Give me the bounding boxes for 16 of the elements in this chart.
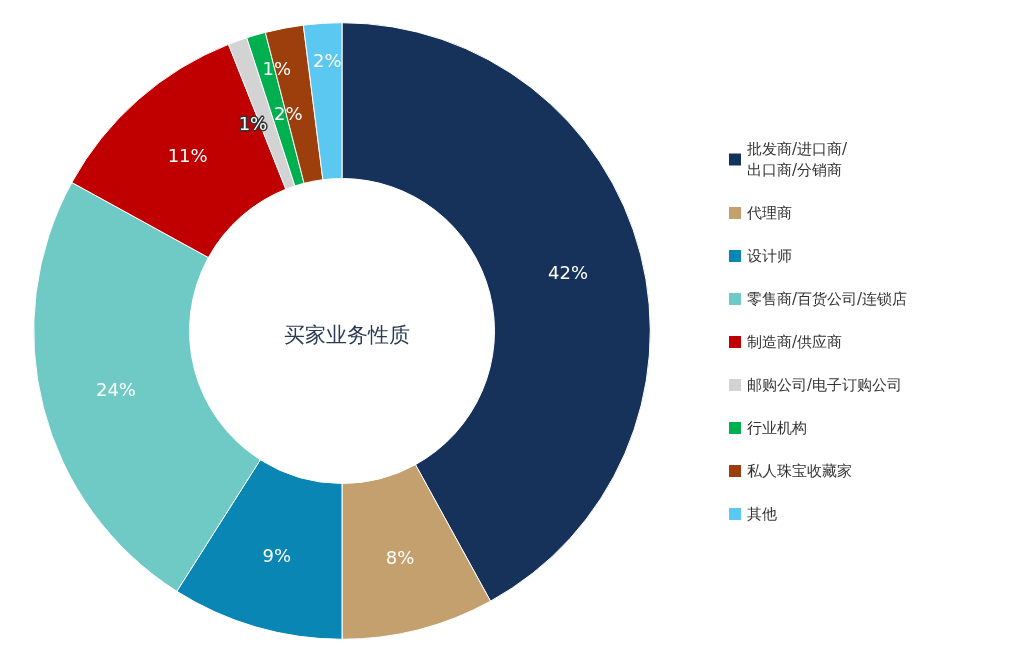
legend-label: 其他 [747, 505, 777, 523]
legend-label: 代理商 [746, 204, 792, 222]
legend-label: 制造商/供应商 [747, 333, 843, 351]
legend-label: 零售商/百货公司/连锁店 [747, 290, 908, 308]
text: 买家业务性质 [284, 323, 410, 347]
legend-label: 行业机构 [747, 419, 807, 437]
data-label: 8% [385, 546, 415, 568]
legend-label: 邮购公司/电子订购公司 [747, 376, 903, 394]
legend-label: 私人珠宝收藏家 [747, 462, 852, 480]
data-label: 2% [313, 49, 342, 71]
data-label: 11% [167, 145, 208, 167]
data-label: 9% [262, 544, 292, 566]
data-label: 24% [95, 378, 136, 400]
data-label: 42% [548, 262, 589, 284]
legend-label: 批发商/进口商/ 出口商/分销商 [747, 140, 849, 179]
legend-label: 设计师 [747, 247, 792, 265]
